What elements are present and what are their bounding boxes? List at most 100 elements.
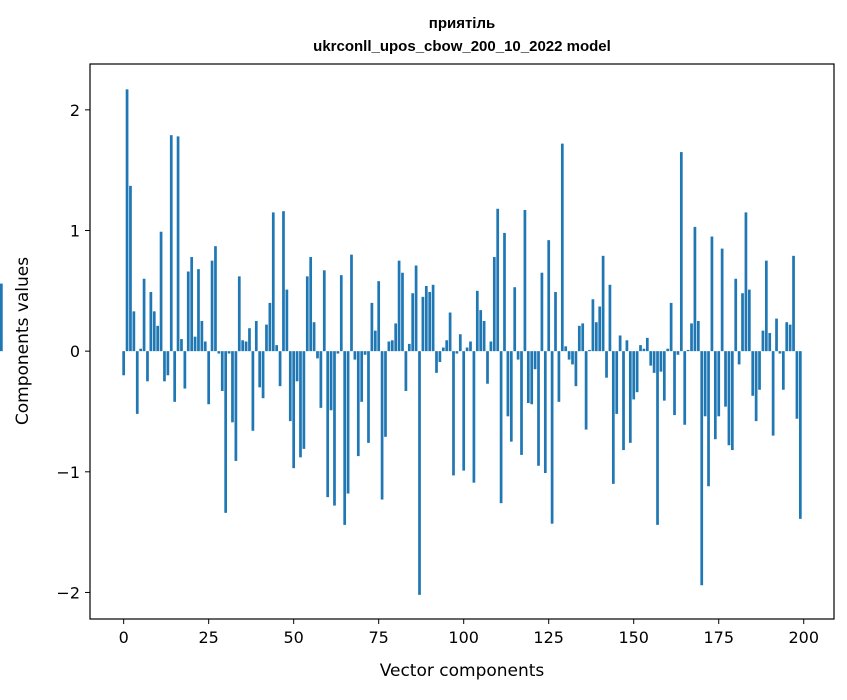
bar: [370, 302, 374, 352]
bar: [554, 292, 557, 352]
bar: [373, 330, 377, 352]
bar: [299, 351, 302, 458]
bar: [448, 312, 452, 352]
bar: [197, 269, 200, 352]
bar: [608, 284, 612, 352]
bar: [316, 351, 319, 359]
bar: [258, 351, 262, 388]
bar: [353, 351, 357, 360]
plot-area-frame: [89, 63, 835, 620]
bar: [564, 346, 568, 352]
bar: [271, 212, 275, 352]
bar: [656, 351, 659, 525]
bar: [679, 152, 683, 352]
bar: [649, 351, 653, 366]
bar: [169, 135, 173, 352]
bar: [744, 212, 748, 352]
bar: [499, 351, 503, 504]
bar: [265, 324, 268, 352]
bar: [363, 351, 367, 355]
bar: [792, 255, 795, 352]
bar: [741, 293, 744, 352]
bar: [724, 351, 727, 407]
bar: [241, 340, 245, 352]
bar: [227, 351, 231, 354]
bar: [458, 334, 462, 352]
bar: [428, 292, 432, 352]
bar: [764, 260, 768, 352]
bar: [278, 351, 282, 387]
bar: [394, 323, 398, 352]
bar: [605, 351, 608, 378]
bar: [751, 351, 755, 396]
bar: [377, 281, 381, 352]
bar: [601, 255, 605, 352]
bar: [618, 335, 622, 352]
bar: [224, 351, 228, 513]
bar: [132, 311, 136, 352]
bar: [520, 351, 523, 455]
bar: [322, 270, 326, 352]
bar: [254, 320, 258, 352]
bar: [431, 284, 435, 352]
bar: [557, 351, 561, 402]
bar: [591, 299, 595, 352]
bar: [758, 351, 761, 390]
x-tick-label: 50: [284, 628, 304, 647]
bar: [574, 351, 578, 387]
bar: [584, 351, 588, 430]
bar: [642, 348, 646, 352]
bar: [717, 351, 721, 417]
bar: [768, 333, 772, 352]
bar: [387, 341, 391, 352]
bar: [645, 337, 649, 352]
bar: [628, 351, 632, 443]
bar: [455, 351, 459, 354]
x-tick-label: 75: [369, 628, 389, 647]
bar: [577, 325, 581, 352]
bar: [397, 260, 401, 352]
x-axis-ticks: 0 25 50 75 100 125 150 175 200: [119, 619, 819, 647]
bar: [475, 290, 479, 352]
bar: [513, 287, 517, 352]
bar: [380, 351, 384, 500]
bar: [676, 351, 680, 355]
bar: [173, 351, 177, 402]
bar: [176, 136, 180, 352]
bar: [285, 289, 289, 352]
bar: [135, 351, 139, 414]
bar: [142, 278, 146, 352]
bar: [547, 240, 551, 352]
bar: [356, 351, 360, 457]
bar: [700, 351, 704, 586]
bar: [778, 351, 782, 354]
bar: [125, 89, 129, 352]
bar: [482, 320, 486, 352]
bar: [683, 351, 687, 425]
bar: [0, 283, 3, 352]
bar: [509, 351, 513, 442]
y-tick-label: 1: [70, 222, 80, 241]
bar: [503, 232, 506, 352]
x-tick-label: 0: [119, 628, 129, 647]
x-tick-label: 25: [198, 628, 218, 647]
bar: [156, 325, 160, 352]
bar: [441, 347, 445, 352]
bar: [190, 257, 194, 352]
bar: [407, 343, 411, 352]
bar: [302, 351, 306, 449]
bar: [669, 302, 673, 352]
bar: [207, 351, 211, 405]
bar: [785, 322, 789, 352]
bar: [795, 351, 799, 419]
bar: [516, 351, 520, 360]
bar: [435, 351, 438, 373]
bar: [139, 348, 143, 352]
bar: [339, 275, 343, 352]
x-tick-label: 175: [703, 628, 734, 647]
bar: [452, 351, 455, 476]
bar: [560, 143, 564, 352]
bar: [798, 351, 802, 519]
